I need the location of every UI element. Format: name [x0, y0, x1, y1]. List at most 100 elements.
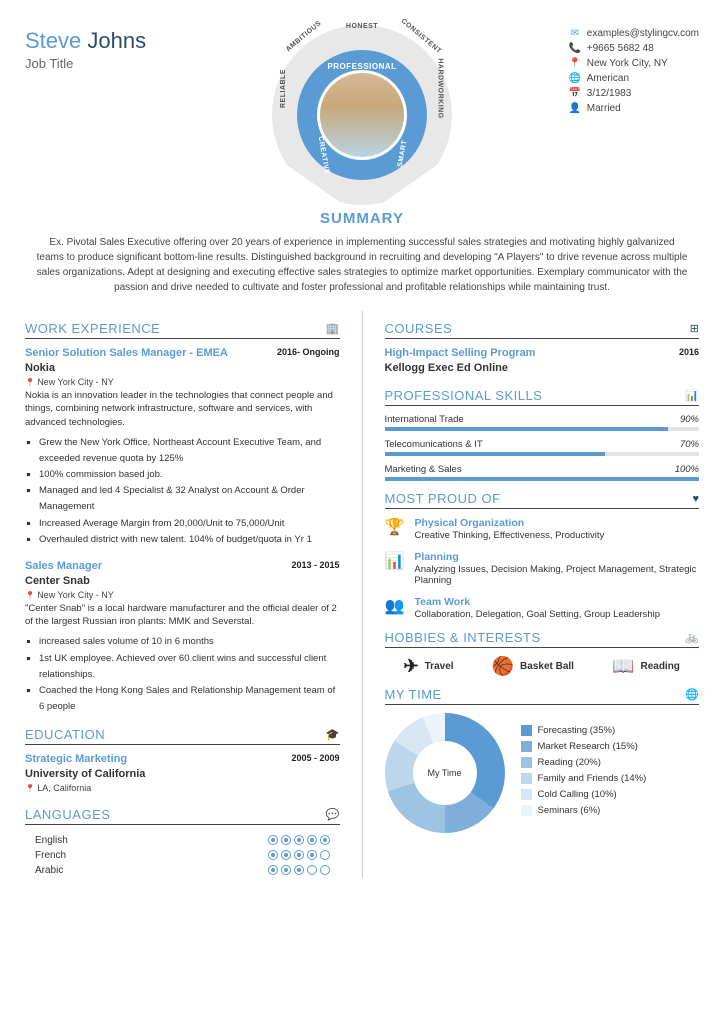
lang-name: French: [35, 850, 66, 861]
skill-bar-fill: [385, 452, 605, 456]
lang-name: English: [35, 835, 68, 846]
job-desc: "Center Snab" is a local hardware manufa…: [25, 602, 340, 629]
lang-dot: [307, 865, 317, 875]
job-company: Nokia: [25, 362, 340, 374]
first-name: Steve: [25, 28, 81, 53]
calendar-icon: 📅: [569, 88, 581, 99]
legend-label: Reading (20%): [538, 757, 601, 768]
mytime-legend: Forecasting (35%)Market Research (15%)Re…: [521, 725, 647, 821]
lang-dot: [320, 850, 330, 860]
phone: +9665 5682 48: [587, 43, 654, 54]
job-bullet: increased sales volume of 10 in 6 months: [39, 634, 340, 650]
email-icon: ✉: [569, 28, 581, 39]
last-name: Johns: [87, 28, 146, 53]
job-desc: Nokia is an innovation leader in the tec…: [25, 389, 340, 429]
job-bullet: Overhauled district with new talent. 104…: [39, 532, 340, 548]
bike-icon: 🚲: [685, 631, 699, 644]
lang-dot: [320, 865, 330, 875]
edu-dates: 2005 - 2009: [291, 753, 339, 765]
right-column: COURSES⊞ High-Impact Selling Program2016…: [385, 311, 700, 878]
left-column: WORK EXPERIENCE🏢 Senior Solution Sales M…: [25, 311, 340, 878]
trait-hardworking: HARDWORKING: [436, 58, 443, 118]
skill-name: Marketing & Sales: [385, 464, 462, 475]
skill-bar-fill: [385, 427, 668, 431]
proud-title: Planning: [414, 551, 699, 563]
avatar: [317, 70, 407, 160]
skill-bar-fill: [385, 477, 700, 481]
nationality: American: [587, 73, 629, 84]
proud-title: Physical Organization: [415, 517, 605, 529]
legend-swatch: [521, 773, 532, 784]
phone-icon: 📞: [569, 43, 581, 54]
course-date: 2016: [679, 347, 699, 359]
legend-label: Cold Calling (10%): [538, 789, 617, 800]
proud-icon: 👥: [385, 596, 405, 620]
location-icon: 📍: [569, 58, 581, 69]
job-location: New York City - NY: [25, 590, 340, 600]
trait-reliable: RELIABLE: [280, 69, 287, 108]
lang-dot: [268, 850, 278, 860]
globe2-icon: 🌐: [685, 688, 699, 701]
legend-swatch: [521, 789, 532, 800]
location: New York City, NY: [587, 58, 668, 69]
contact-block: ✉ examples@stylingcv.com 📞 +9665 5682 48 📍…: [569, 20, 699, 118]
job-dates: 2016- Ongoing: [277, 347, 340, 359]
graduation-icon: 🎓: [326, 728, 340, 741]
hobby-icon: ✈: [404, 656, 419, 677]
summary-text: Ex. Pivotal Sales Executive offering ove…: [35, 235, 689, 295]
marital: Married: [587, 103, 621, 114]
job-bullet: Coached the Hong Kong Sales and Relation…: [39, 683, 340, 715]
avatar-badge: HONEST AMBITIOUS CONSISTENT RELIABLE HAR…: [272, 25, 452, 205]
lang-dot: [294, 865, 304, 875]
name-block: Steve Johns Job Title: [25, 20, 146, 71]
lang-name: Arabic: [35, 865, 63, 876]
proud-desc: Collaboration, Delegation, Goal Setting,…: [415, 609, 661, 620]
edu-school: University of California: [25, 768, 340, 780]
edu-location: LA, California: [25, 783, 340, 793]
legend-label: Market Research (15%): [538, 741, 638, 752]
legend-label: Seminars (6%): [538, 805, 601, 816]
trait-honest: HONEST: [346, 23, 378, 30]
lang-dot: [281, 865, 291, 875]
job-title: Senior Solution Sales Manager - EMEA: [25, 347, 228, 359]
proud-icon: 🏆: [385, 517, 405, 541]
job-bullet: 1st UK employee. Achieved over 60 client…: [39, 651, 340, 683]
hobby-icon: 📖: [612, 656, 634, 677]
job-bullet: Grew the New York Office, Northeast Acco…: [39, 435, 340, 467]
hobbies-heading: HOBBIES & INTERESTS: [385, 630, 541, 645]
mytime-heading: MY TIME: [385, 687, 442, 702]
legend-swatch: [521, 757, 532, 768]
lang-dot: [320, 835, 330, 845]
legend-swatch: [521, 725, 532, 736]
skill-name: International Trade: [385, 414, 464, 425]
summary-heading: SUMMARY: [25, 210, 699, 227]
job-location: New York City - NY: [25, 377, 340, 387]
lang-dot: [281, 850, 291, 860]
proud-heading: MOST PROUD OF: [385, 491, 501, 506]
skill-pct: 70%: [680, 439, 699, 450]
lang-dot: [281, 835, 291, 845]
job-bullet: Increased Average Margin from 20,000/Uni…: [39, 516, 340, 532]
legend-swatch: [521, 741, 532, 752]
course-title: High-Impact Selling Program: [385, 347, 536, 359]
skill-name: Telecomunications & IT: [385, 439, 483, 450]
email: examples@stylingcv.com: [587, 28, 699, 39]
chart-icon: 📊: [685, 389, 699, 402]
hobby-name: Travel: [425, 661, 454, 672]
courses-heading: COURSES: [385, 321, 453, 336]
donut-label: My Time: [427, 768, 461, 778]
skill-pct: 100%: [675, 464, 699, 475]
speech-icon: 💬: [326, 808, 340, 821]
proud-desc: Analyzing Issues, Decision Making, Proje…: [414, 564, 699, 586]
edu-title: Strategic Marketing: [25, 753, 127, 765]
proud-desc: Creative Thinking, Effectiveness, Produc…: [415, 530, 605, 541]
job-company: Center Snab: [25, 575, 340, 587]
person-name: Steve Johns: [25, 28, 146, 54]
globe-icon: 🌐: [569, 73, 581, 84]
lang-dot: [307, 850, 317, 860]
lang-dot: [294, 835, 304, 845]
job-bullet: 100% commission based job.: [39, 467, 340, 483]
header: Steve Johns Job Title HONEST AMBITIOUS C…: [25, 20, 699, 200]
lang-dot: [307, 835, 317, 845]
proud-icon: 📊: [385, 551, 405, 586]
